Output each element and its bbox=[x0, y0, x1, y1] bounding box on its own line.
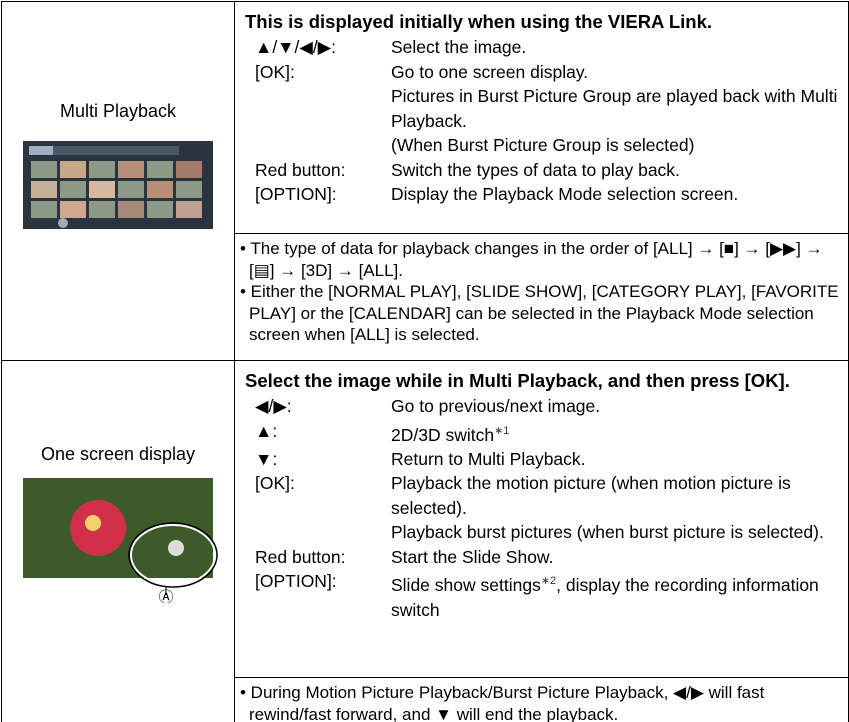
item-key: ◀/▶: bbox=[255, 396, 292, 416]
desc-line: Return to Multi Playback. bbox=[391, 448, 586, 469]
item-key: [OK]: bbox=[255, 61, 295, 82]
item-key: [OPTION]: bbox=[255, 184, 337, 204]
item-desc: Display the Playback Mode selection scre… bbox=[391, 182, 840, 207]
item-desc: Go to one screen display. Pictures in Bur… bbox=[391, 60, 840, 158]
footnote-mark: ∗2 bbox=[540, 575, 557, 588]
note: • During Motion Picture Playback/Burst P… bbox=[240, 683, 765, 722]
item-key: ▲/▼/◀/▶: bbox=[255, 37, 337, 57]
note: • The type of data for playback changes … bbox=[240, 239, 823, 280]
item-key: [OK]: bbox=[255, 473, 295, 494]
desc-line: Pictures in Burst Picture Group are play… bbox=[391, 86, 838, 131]
item-desc: Switch the types of data to play back. bbox=[391, 158, 840, 183]
item-desc: Return to Multi Playback. bbox=[391, 447, 840, 472]
desc-line: Slide show settings bbox=[391, 575, 541, 596]
item-list: ▲/▼/◀/▶: Select the image. [OK]: Go to one … bbox=[235, 35, 848, 207]
desc-line: Go to previous/next image. bbox=[391, 396, 601, 416]
item-desc: 2D/3D switch∗1 bbox=[391, 419, 840, 447]
mode-cell: Multi Playback bbox=[1, 1, 235, 361]
description-cell: Select the image while in Multi Playback… bbox=[234, 360, 849, 678]
heading: This is displayed initially when using t… bbox=[245, 11, 713, 32]
mode-label: Multi Playback bbox=[59, 101, 177, 121]
notes-cell: • During Motion Picture Playback/Burst P… bbox=[234, 677, 849, 722]
desc-line: Switch the types of data to play back. bbox=[391, 159, 680, 180]
note: • Either the [NORMAL PLAY], [SLIDE SHOW]… bbox=[240, 282, 839, 344]
callout-label: Ⓐ bbox=[158, 588, 173, 603]
desc-line: (When Burst Picture Group is selected) bbox=[391, 135, 695, 155]
desc-line: Playback burst pictures (when burst pict… bbox=[391, 522, 824, 543]
one-screen-display: Ⓐ bbox=[23, 478, 218, 606]
item-desc: Select the image. bbox=[391, 35, 840, 60]
item-key: Red button: bbox=[255, 159, 346, 180]
item-desc: Slide show settings∗2, display the recor… bbox=[391, 569, 840, 622]
item-key: Red button: bbox=[255, 546, 346, 567]
desc-line: Select the image. bbox=[391, 37, 527, 57]
notes-cell: • The type of data for playback changes … bbox=[234, 233, 849, 361]
item-key: ▲: bbox=[255, 420, 278, 441]
item-list: ◀/▶: Go to previous/next image. ▲: 2D/3D sw… bbox=[235, 394, 848, 622]
multi-playback-screen bbox=[23, 141, 213, 229]
item-key: [OPTION]: bbox=[255, 571, 337, 592]
desc-line: Start the Slide Show. bbox=[391, 546, 554, 567]
item-desc: Playback the motion picture (when motion… bbox=[391, 471, 840, 545]
item-key: ▼: bbox=[255, 448, 278, 469]
item-desc: Go to previous/next image. bbox=[391, 394, 840, 419]
desc-line: Playback the motion picture (when motion… bbox=[391, 473, 791, 518]
desc-line: , display the recording information swit… bbox=[391, 575, 819, 620]
mode-label: One screen display bbox=[40, 444, 196, 464]
note-list: • The type of data for playback changes … bbox=[235, 234, 848, 350]
note-list: • During Motion Picture Playback/Burst P… bbox=[235, 678, 848, 722]
item-desc: Start the Slide Show. bbox=[391, 545, 840, 570]
desc-line: Go to one screen display. bbox=[391, 61, 589, 82]
desc-line: 2D/3D switch∗1 bbox=[391, 424, 510, 445]
description-cell: This is displayed initially when using t… bbox=[234, 1, 849, 234]
footnote-mark: ∗1 bbox=[494, 424, 510, 437]
mode-cell: One screen display Ⓐ bbox=[1, 360, 235, 722]
heading: Select the image while in Multi Playback… bbox=[245, 370, 790, 391]
desc-line: Display the Playback Mode selection scre… bbox=[391, 184, 739, 204]
